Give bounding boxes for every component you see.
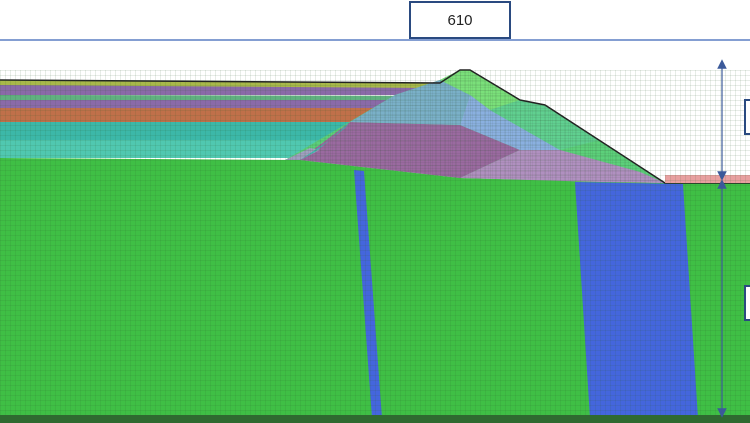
label-box bbox=[409, 1, 511, 39]
dimension-label: 610 bbox=[447, 12, 472, 29]
bottom-boundary bbox=[0, 415, 750, 423]
dimension-box bbox=[744, 99, 750, 135]
dam-mesh bbox=[285, 70, 665, 183]
dimension-box bbox=[744, 285, 750, 321]
